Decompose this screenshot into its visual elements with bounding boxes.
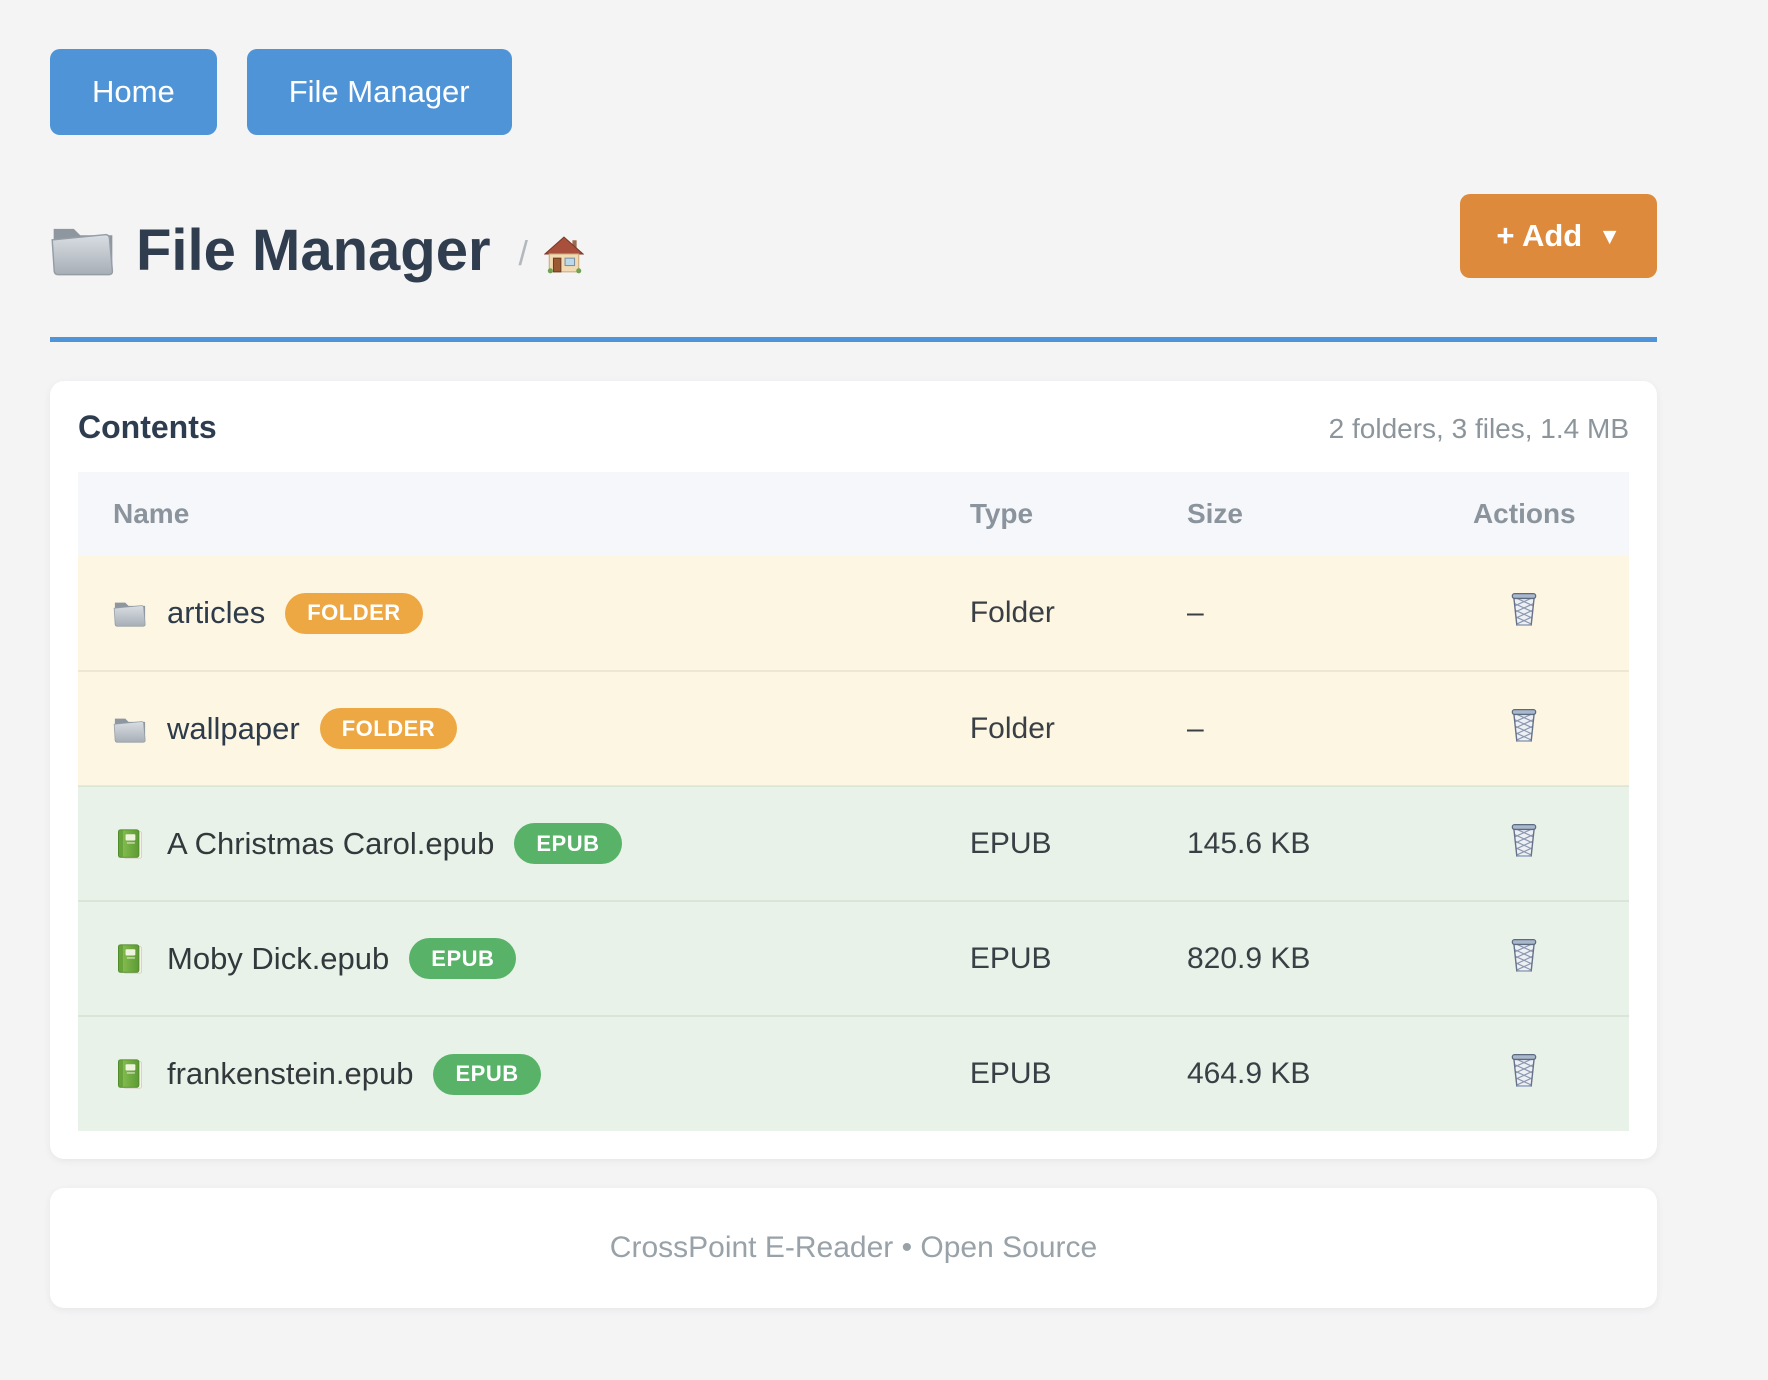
item-name-link[interactable]: frankenstein.epub [167, 1056, 414, 1091]
table-row: articles FOLDER Folder – [78, 556, 1629, 671]
item-type: EPUB [969, 900, 1187, 1016]
book-icon [113, 1058, 147, 1090]
item-type: EPUB [969, 785, 1187, 901]
trash-icon [1508, 591, 1540, 627]
breadcrumb: / [519, 235, 584, 274]
table-row: frankenstein.epub EPUB EPUB 464.9 KB [78, 1015, 1629, 1131]
file-table: Name Type Size Actions articles FOLDER F… [78, 472, 1629, 1131]
item-size: 820.9 KB [1186, 900, 1420, 1016]
footer-text: CrossPoint E-Reader • Open Source [609, 1231, 1098, 1264]
add-button[interactable]: + Add ▼ [1460, 194, 1657, 278]
title-group: File Manager / [50, 194, 584, 284]
column-header-size: Size [1186, 472, 1420, 556]
file-manager-button[interactable]: File Manager [246, 49, 512, 135]
item-type: EPUB [969, 1015, 1187, 1131]
type-badge: EPUB [514, 823, 622, 864]
type-badge: FOLDER [285, 592, 423, 634]
folder-icon [113, 713, 147, 745]
table-row: A Christmas Carol.epub EPUB EPUB 145.6 K… [78, 785, 1629, 901]
footer-card: CrossPoint E-Reader • Open Source [50, 1188, 1657, 1308]
contents-heading: Contents [78, 409, 217, 445]
book-icon [113, 828, 147, 860]
trash-icon [1508, 937, 1540, 973]
contents-summary: 2 folders, 3 files, 1.4 MB [1328, 413, 1629, 444]
item-type: Folder [969, 670, 1187, 786]
chevron-down-icon: ▼ [1598, 222, 1621, 249]
column-header-name: Name [78, 472, 970, 556]
page: Home File Manager File Manager / + Add ▼… [50, 0, 1657, 1308]
page-header: File Manager / + Add ▼ [50, 194, 1657, 284]
item-name-link[interactable]: wallpaper [167, 710, 300, 746]
trash-icon [1508, 1052, 1540, 1088]
top-nav: Home File Manager [50, 0, 1657, 135]
table-header-row: Name Type Size Actions [78, 472, 1629, 556]
house-icon[interactable] [544, 236, 584, 274]
item-size: 464.9 KB [1186, 1015, 1420, 1131]
item-size: – [1186, 670, 1420, 786]
page-title: File Manager [136, 218, 491, 283]
trash-icon [1508, 822, 1540, 858]
item-size: 145.6 KB [1186, 785, 1420, 901]
home-button[interactable]: Home [50, 49, 217, 135]
type-badge: EPUB [409, 938, 517, 979]
delete-button[interactable] [1508, 822, 1540, 858]
item-name-link[interactable]: Moby Dick.epub [167, 940, 390, 976]
title-divider [50, 337, 1657, 342]
item-type: Folder [969, 556, 1187, 671]
trash-icon [1508, 707, 1540, 743]
book-icon [113, 943, 147, 975]
breadcrumb-separator: / [518, 235, 528, 273]
folder-icon [113, 597, 147, 629]
column-header-actions: Actions [1419, 472, 1629, 556]
column-header-type: Type [969, 472, 1187, 556]
contents-card: Contents 2 folders, 3 files, 1.4 MB Name… [50, 381, 1657, 1159]
item-size: – [1186, 556, 1420, 671]
delete-button[interactable] [1508, 1052, 1540, 1088]
item-name-link[interactable]: articles [167, 595, 266, 630]
type-badge: FOLDER [319, 708, 458, 749]
folder-icon [50, 218, 116, 280]
item-name-link[interactable]: A Christmas Carol.epub [167, 825, 495, 861]
delete-button[interactable] [1508, 937, 1540, 973]
contents-card-header: Contents 2 folders, 3 files, 1.4 MB [78, 409, 1629, 446]
table-row: Moby Dick.epub EPUB EPUB 820.9 KB [78, 900, 1629, 1016]
delete-button[interactable] [1508, 707, 1540, 743]
table-row: wallpaper FOLDER Folder – [78, 670, 1629, 786]
add-button-label: + Add [1496, 218, 1583, 253]
type-badge: EPUB [433, 1053, 541, 1095]
delete-button[interactable] [1508, 591, 1540, 627]
